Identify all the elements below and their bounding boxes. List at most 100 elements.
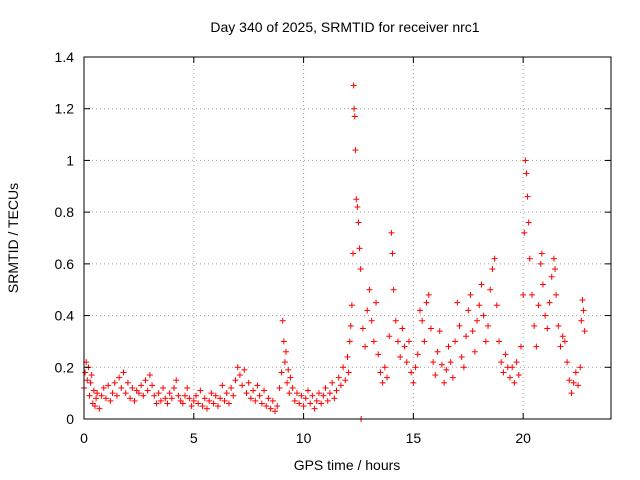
data-point [553,291,560,298]
data-point [116,374,123,381]
data-point [346,338,353,345]
data-point [324,397,331,404]
data-point [511,379,518,386]
data-points [81,82,588,422]
data-point [467,291,474,298]
data-point [401,343,408,350]
data-point [526,255,533,262]
data-point [138,382,145,389]
data-point [416,307,423,314]
data-point [298,392,305,399]
data-point [399,325,406,332]
data-point [267,405,274,412]
data-point [199,403,206,410]
data-point [263,403,270,410]
data-point [546,299,553,306]
data-point [489,266,496,273]
data-point [542,312,549,319]
data-point [414,351,421,358]
data-point [197,387,204,394]
data-point [234,364,241,371]
data-point [427,325,434,332]
data-point [171,384,178,391]
data-point [182,392,189,399]
data-point [243,390,250,397]
data-point [410,379,417,386]
data-point [550,255,557,262]
data-point [421,338,428,345]
data-point [412,364,419,371]
data-point [326,390,333,397]
data-point [441,379,448,386]
data-point [577,364,584,371]
data-point [157,397,164,404]
y-tick-label: 0.2 [55,359,75,375]
data-point [94,390,101,397]
data-point [535,302,542,309]
y-axis-label: SRMTID / TECUs [5,183,21,293]
data-point [278,369,285,376]
data-point [344,353,351,360]
data-point [561,338,568,345]
data-point [352,147,359,154]
data-point [208,390,215,397]
data-point [375,351,382,358]
data-point [102,395,109,402]
data-point [239,382,246,389]
data-point [173,377,180,384]
data-point [447,359,454,366]
data-point [146,372,153,379]
data-point [340,364,347,371]
data-point [140,392,147,399]
data-point [335,374,342,381]
y-tick-label: 1 [66,152,74,168]
data-point [168,395,175,402]
data-point [304,387,311,394]
data-point [142,377,149,384]
data-point [478,281,485,288]
data-point [366,286,373,293]
data-point [482,338,489,345]
data-point [520,291,527,298]
data-point [517,343,524,350]
data-point [566,377,573,384]
data-point [320,392,327,399]
data-point [438,361,445,368]
data-point [289,384,296,391]
data-point [331,395,338,402]
data-point [581,328,588,335]
data-point [247,395,254,402]
data-point [533,343,540,350]
data-point [109,390,116,397]
data-point [256,392,263,399]
data-point [276,384,283,391]
data-point [318,400,325,407]
data-point [129,384,136,391]
data-point [192,392,199,399]
data-point [362,343,369,350]
data-point [351,113,358,120]
data-point [456,322,463,329]
data-point [425,291,432,298]
data-point [469,328,476,335]
grid-lines [84,57,611,419]
data-point [265,395,272,402]
data-point [241,366,248,373]
data-point [538,250,545,257]
data-point [315,390,322,397]
data-point [272,408,279,415]
data-point [219,382,226,389]
y-tick-label: 0.8 [55,204,75,220]
data-point [579,297,586,304]
data-point [537,260,544,267]
data-point [423,299,430,306]
data-point [502,351,509,358]
data-point [236,372,243,379]
data-point [212,392,219,399]
data-point [458,353,465,360]
data-point [201,395,208,402]
data-point [342,377,349,384]
data-point [368,317,375,324]
data-point [487,286,494,293]
data-point [436,328,443,335]
